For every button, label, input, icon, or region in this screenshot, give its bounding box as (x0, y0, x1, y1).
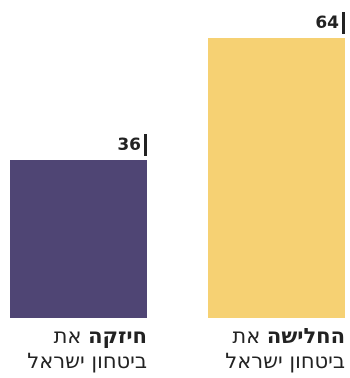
bar-2 (10, 160, 147, 318)
bar-1 (208, 38, 345, 318)
data-label-2: 36 (117, 135, 141, 155)
value-tick-2 (144, 134, 147, 156)
category-label-1: החלישה את ביטחון ישראל (225, 324, 345, 373)
category-label-2: חיזקה את ביטחון ישראל (27, 324, 147, 373)
data-label-1: 64 (315, 13, 339, 33)
value-tick-1 (342, 12, 345, 34)
